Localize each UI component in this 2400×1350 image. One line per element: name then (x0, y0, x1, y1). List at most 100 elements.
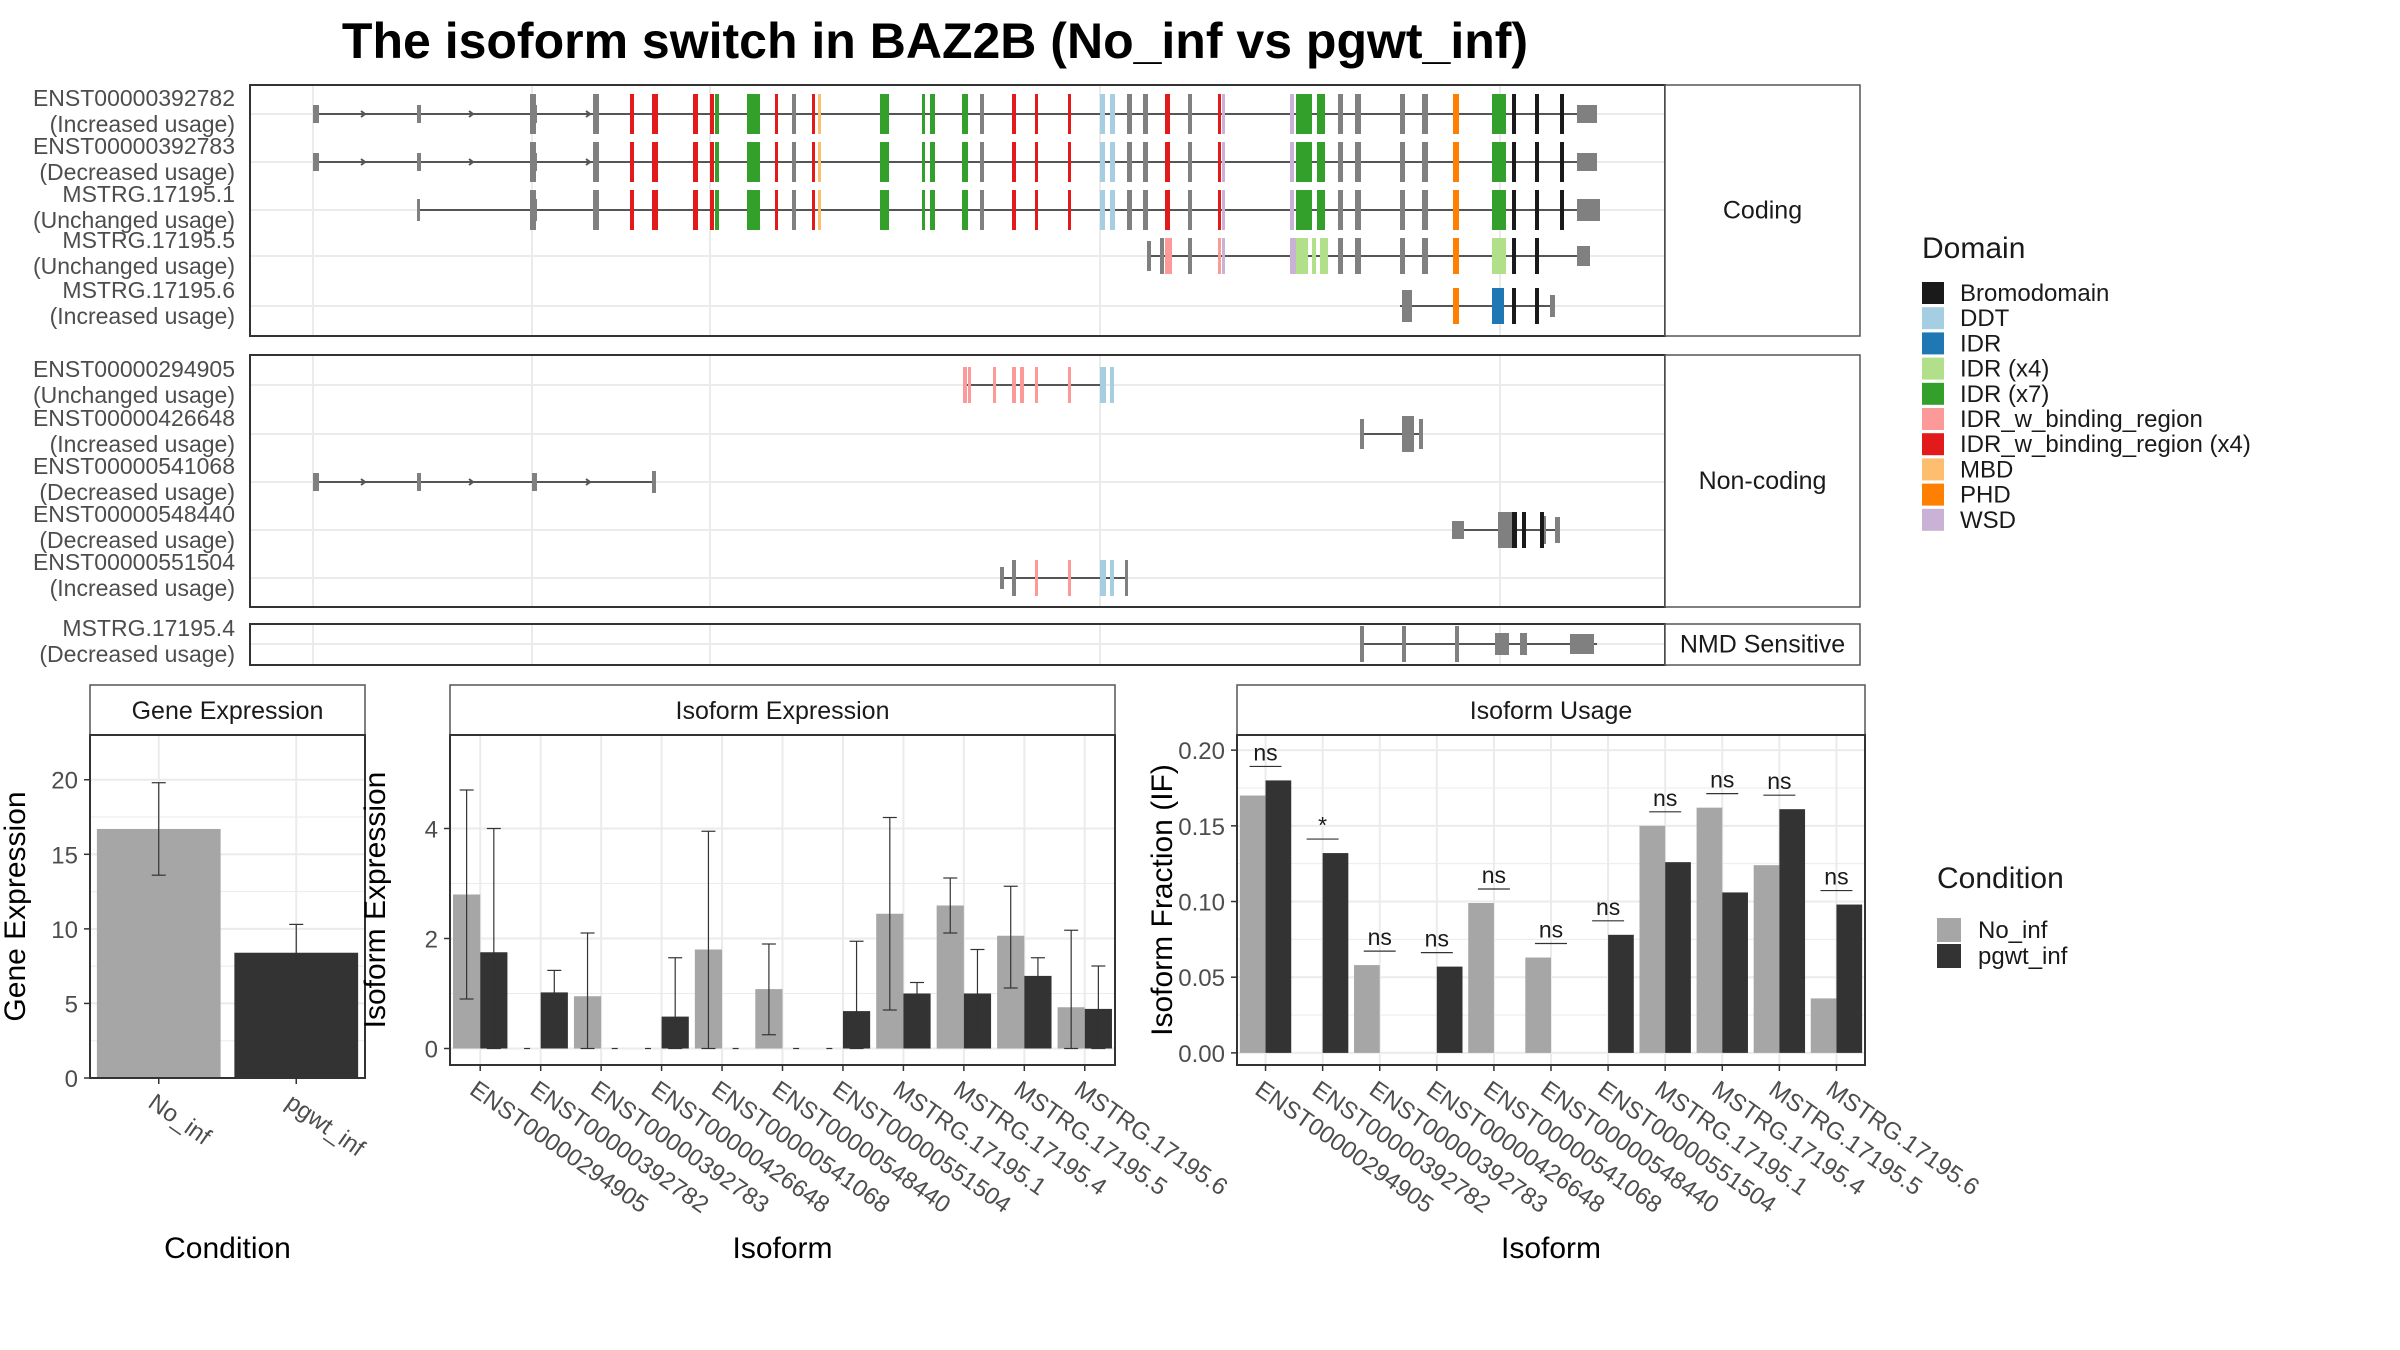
domain-bar (1338, 94, 1343, 134)
exon (1577, 199, 1600, 221)
exon (417, 199, 420, 221)
transcript-id-label: ENST00000392782 (33, 85, 235, 111)
domain-bar (922, 94, 925, 134)
domain-bar (1296, 142, 1312, 182)
exon (1000, 567, 1004, 589)
transcript-MSTRG.17195.4 (1360, 626, 1597, 662)
significance-label: ns (1539, 917, 1563, 943)
domain-bar (1012, 190, 1016, 230)
domain-bar (710, 190, 714, 230)
domain-bar (1165, 190, 1170, 230)
domain-bar (1296, 190, 1312, 230)
x-axis-title: Condition (164, 1232, 291, 1265)
domain-bar (1143, 94, 1148, 134)
chart-strip (1236, 684, 1866, 736)
domain-bar (792, 94, 796, 134)
legend-label: pgwt_inf (1978, 943, 2068, 970)
exon (313, 153, 319, 171)
domain-bar (1535, 142, 1539, 182)
exon (1455, 626, 1459, 662)
significance-label: ns (1253, 739, 1277, 765)
strand-arrow (468, 158, 475, 166)
legend-label: MBD (1960, 456, 2013, 483)
exon (1360, 626, 1364, 662)
domain-bar (930, 190, 935, 230)
transcript-usage-label: (Increased usage) (50, 111, 235, 137)
domain-bar (1320, 238, 1328, 274)
domain-bar (593, 142, 599, 182)
figure-title: The isoform switch in BAZ2B (No_inf vs p… (342, 13, 1528, 69)
domain-bar (922, 142, 925, 182)
domain-bar (1317, 190, 1325, 230)
domain-bar (1222, 238, 1225, 274)
domain-bar (1400, 142, 1405, 182)
domain-bar (1453, 190, 1459, 230)
domain-bar (630, 94, 634, 134)
transcript-ENST00000548440 (1452, 512, 1560, 548)
transcript-id-label: ENST00000392783 (33, 133, 235, 159)
domain-bar (1296, 94, 1312, 134)
transcript-ENST00000426648 (1360, 416, 1423, 452)
domain-bar (1560, 94, 1564, 134)
transcript-ENST00000541068 (313, 471, 656, 493)
transcript-MSTRG.17195.1 (417, 190, 1600, 230)
strand-arrow (585, 110, 592, 118)
strand-arrow (360, 110, 367, 118)
domain-bar (693, 142, 698, 182)
domain-bar (1422, 94, 1428, 134)
transcript-ENST00000392783 (313, 142, 1597, 182)
transcript-id-label: MSTRG.17195.6 (62, 277, 235, 303)
exon (1360, 419, 1364, 449)
domain-bar (775, 94, 778, 134)
domain-bar (775, 142, 778, 182)
domain-bar (963, 367, 967, 403)
domain-bar (1068, 142, 1071, 182)
domain-bar (1035, 190, 1038, 230)
exon (417, 473, 421, 491)
domain-bar (812, 190, 815, 230)
y-tick-label: 0.10 (1178, 890, 1225, 917)
facet-strip-label: NMD Sensitive (1680, 631, 1845, 659)
domain-bar (1020, 367, 1024, 403)
domain-bar (1453, 238, 1459, 274)
domain-bar (757, 94, 760, 134)
strand-arrow (360, 158, 367, 166)
transcript-MSTRG.17195.5 (1147, 238, 1590, 274)
domain-bar (715, 190, 719, 230)
exon (1147, 241, 1151, 271)
domain-bar (1535, 288, 1539, 324)
transcript-usage-label: (Unchanged usage) (33, 253, 235, 279)
y-tick-label: 4 (425, 817, 438, 844)
bar (1608, 934, 1634, 1053)
domain-bar (693, 190, 698, 230)
domain-bar (880, 142, 889, 182)
domain-bar (1068, 190, 1071, 230)
bar (1696, 807, 1723, 1053)
bar (1779, 809, 1806, 1053)
domain-bar (1143, 142, 1148, 182)
domain-bar (1535, 94, 1539, 134)
domain-bar (1218, 142, 1221, 182)
legend-label: PHD (1960, 482, 2011, 509)
transcript-usage-label: (Increased usage) (50, 303, 235, 329)
y-axis-title: Isoform Expression (359, 772, 392, 1029)
domain-bar (747, 142, 757, 182)
facet-strip (1664, 623, 1861, 666)
domain-bar (1512, 94, 1516, 134)
strand-arrow (585, 478, 592, 486)
domain-bar (1290, 94, 1294, 134)
domain-bar (1100, 190, 1105, 230)
domain-bar (1188, 190, 1192, 230)
domain-bar (1110, 142, 1115, 182)
domain-bar (792, 142, 796, 182)
legend-label: IDR (1960, 330, 2001, 357)
y-tick-label: 5 (65, 991, 78, 1018)
legend-swatch (1922, 483, 1944, 506)
domain-bar (652, 190, 658, 230)
legend-label: IDR_w_binding_region (1960, 406, 2203, 433)
bar (1436, 966, 1463, 1053)
domain-bar (1143, 190, 1148, 230)
legend-swatch (1922, 408, 1944, 430)
